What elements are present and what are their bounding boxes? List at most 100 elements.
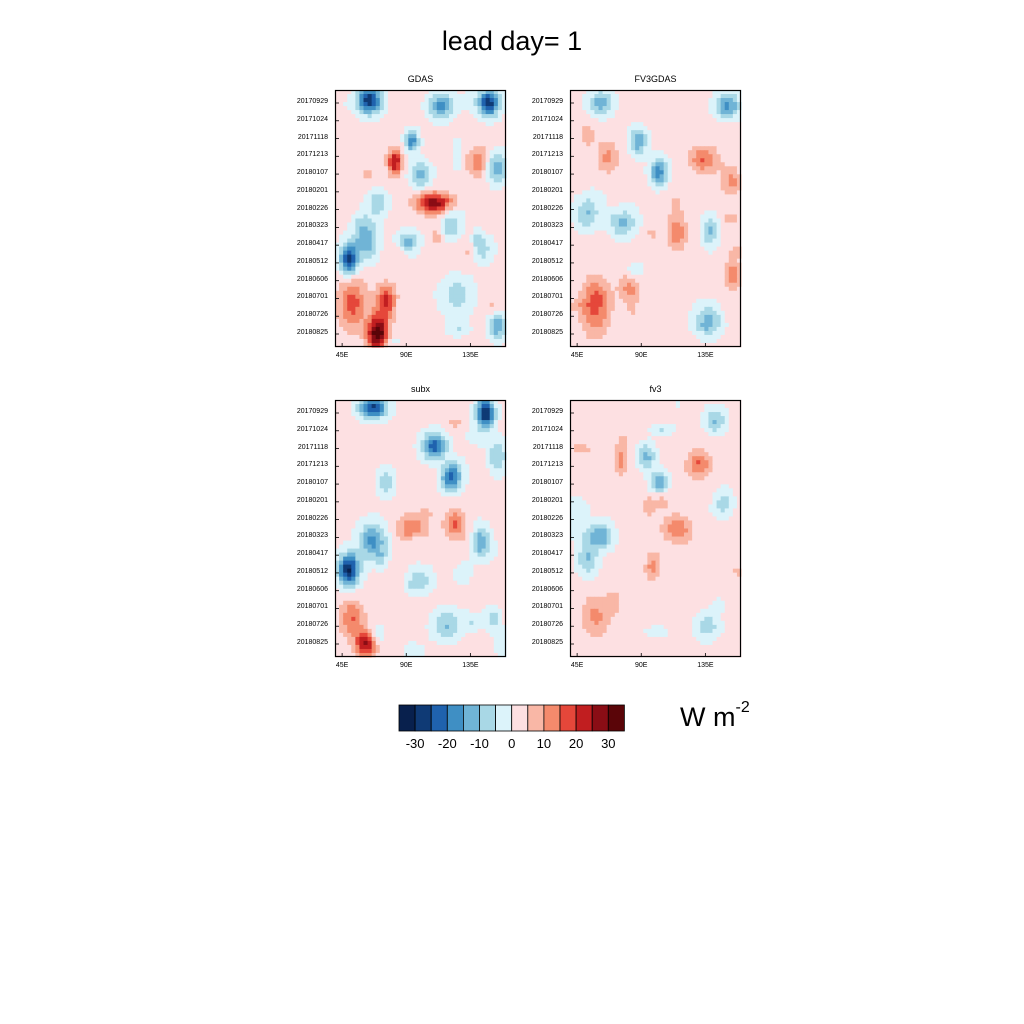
heatmap-cell bbox=[667, 134, 673, 139]
heatmap-cell bbox=[610, 106, 616, 111]
heatmap-cell bbox=[724, 98, 730, 103]
heatmap-cell bbox=[387, 134, 393, 139]
heatmap-cell bbox=[440, 338, 446, 344]
heatmap-cell bbox=[493, 310, 499, 316]
heatmap-cell bbox=[461, 186, 466, 191]
heatmap-cell bbox=[420, 98, 426, 103]
heatmap-cell bbox=[363, 246, 369, 252]
heatmap-cell bbox=[469, 330, 474, 336]
heatmap-cell bbox=[453, 126, 458, 131]
heatmap-cell bbox=[379, 302, 385, 308]
heatmap-cell bbox=[622, 286, 628, 292]
heatmap-cell bbox=[493, 286, 499, 292]
heatmap-cell bbox=[716, 162, 722, 167]
heatmap-cell bbox=[647, 134, 652, 139]
heatmap-cell bbox=[371, 310, 377, 316]
heatmap-cell bbox=[736, 226, 742, 232]
heatmap-cell bbox=[392, 222, 397, 228]
heatmap-cell bbox=[371, 262, 377, 268]
heatmap-cell bbox=[614, 174, 620, 179]
heatmap-cell bbox=[379, 186, 385, 191]
heatmap-cell bbox=[465, 154, 470, 159]
heatmap-cell bbox=[400, 222, 405, 228]
heatmap-cell bbox=[420, 278, 426, 284]
heatmap-cell bbox=[404, 94, 409, 99]
heatmap-cell bbox=[724, 230, 730, 236]
heatmap-cell bbox=[379, 226, 385, 232]
heatmap-cell bbox=[432, 278, 438, 284]
heatmap-cell bbox=[481, 238, 487, 244]
heatmap-cell bbox=[659, 282, 665, 288]
heatmap-cell bbox=[343, 218, 348, 224]
heatmap-cell bbox=[501, 282, 507, 288]
heatmap-cell bbox=[424, 314, 430, 320]
heatmap-cell bbox=[489, 90, 495, 95]
heatmap-cell bbox=[586, 302, 591, 308]
heatmap-cell bbox=[387, 194, 393, 199]
heatmap-cell bbox=[700, 150, 705, 155]
heatmap-cell bbox=[497, 246, 503, 252]
heatmap-cell bbox=[635, 190, 640, 195]
heatmap-cell bbox=[465, 290, 470, 296]
heatmap-cell bbox=[428, 254, 434, 260]
heatmap-cell bbox=[732, 174, 738, 179]
heatmap-cell bbox=[432, 174, 438, 179]
heatmap-cell bbox=[671, 266, 677, 272]
heatmap-cell bbox=[602, 154, 608, 159]
heatmap-cell bbox=[647, 262, 652, 268]
heatmap-cell bbox=[675, 294, 681, 300]
heatmap-cell bbox=[449, 166, 454, 171]
heatmap-cell bbox=[420, 202, 426, 207]
heatmap-cell bbox=[420, 146, 426, 151]
heatmap-cell bbox=[367, 182, 373, 187]
heatmap-cell bbox=[679, 130, 685, 135]
heatmap-cell bbox=[363, 162, 369, 167]
heatmap-cell bbox=[363, 286, 369, 292]
heatmap-cell bbox=[679, 234, 685, 240]
heatmap-cell bbox=[647, 142, 652, 147]
heatmap-cell bbox=[606, 194, 612, 199]
heatmap-cell bbox=[392, 226, 397, 232]
heatmap-cell bbox=[396, 166, 401, 171]
heatmap-cell bbox=[501, 158, 507, 163]
heatmap-cell bbox=[367, 286, 373, 292]
heatmap-cell bbox=[614, 142, 620, 147]
heatmap-cell bbox=[453, 278, 458, 284]
heatmap-cell bbox=[375, 294, 381, 300]
heatmap-cell bbox=[639, 174, 644, 179]
heatmap-cell bbox=[598, 122, 604, 127]
heatmap-cell bbox=[716, 206, 722, 211]
heatmap-cell bbox=[627, 110, 632, 115]
heatmap-cell bbox=[485, 166, 491, 171]
heatmap-cell bbox=[412, 90, 417, 95]
heatmap-cell bbox=[375, 98, 381, 103]
heatmap-cell bbox=[684, 94, 689, 99]
heatmap-cell bbox=[622, 226, 628, 232]
heatmap-cell bbox=[501, 106, 507, 111]
heatmap-cell bbox=[728, 110, 734, 115]
heatmap-cell bbox=[679, 162, 685, 167]
heatmap-cell bbox=[700, 286, 705, 292]
heatmap-cell bbox=[379, 330, 385, 336]
heatmap-cell bbox=[700, 178, 705, 183]
heatmap-cell bbox=[578, 234, 583, 240]
heatmap-cell bbox=[679, 134, 685, 139]
heatmap-cell bbox=[692, 178, 697, 183]
heatmap-cell bbox=[465, 166, 470, 171]
heatmap-cell bbox=[643, 174, 648, 179]
y-tick-label: 20180726 bbox=[531, 311, 563, 319]
heatmap-cell bbox=[351, 94, 356, 99]
heatmap-cell bbox=[679, 258, 685, 264]
heatmap-cell bbox=[696, 150, 701, 155]
heatmap-cell bbox=[473, 214, 478, 219]
heatmap-cell bbox=[667, 226, 673, 232]
heatmap-cell bbox=[606, 202, 612, 207]
heatmap-cell bbox=[675, 122, 681, 127]
heatmap-cell bbox=[375, 318, 381, 324]
heatmap-cell bbox=[692, 102, 697, 107]
heatmap-cell bbox=[578, 134, 583, 139]
heatmap-cell bbox=[449, 198, 454, 203]
heatmap-cell bbox=[416, 270, 421, 276]
heatmap-cell bbox=[392, 290, 397, 296]
heatmap-cell bbox=[696, 254, 701, 260]
